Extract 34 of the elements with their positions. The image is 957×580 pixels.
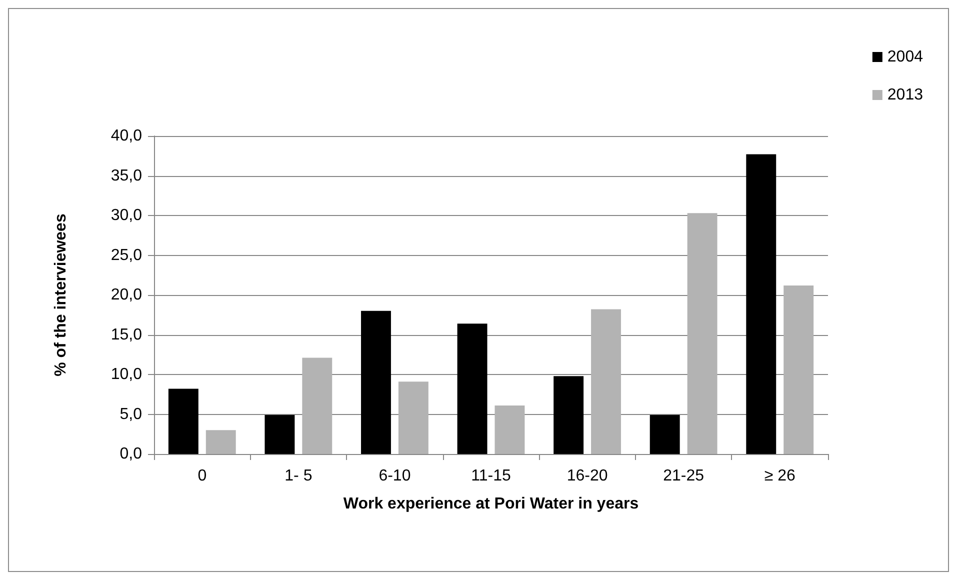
y-tick-label: 20,0	[110, 286, 142, 304]
x-tick-label: ≥ 26	[764, 468, 796, 484]
y-tick-label: 40,0	[110, 128, 142, 144]
y-tick-label: 25,0	[110, 246, 142, 264]
y-tick-label: 10,0	[110, 366, 142, 383]
x-axis-title: Work experience at Pori Water in years	[343, 496, 639, 512]
legend-label: 2004	[887, 48, 924, 66]
bar	[361, 310, 391, 454]
bar	[206, 430, 236, 454]
legend-label: 2013	[887, 86, 924, 104]
y-tick-label: 30,0	[110, 207, 142, 224]
bar	[650, 415, 680, 454]
x-tick-label: 11-15	[471, 468, 511, 484]
bar	[302, 358, 332, 454]
bar	[554, 376, 584, 454]
bar	[494, 406, 525, 454]
bar	[591, 309, 621, 454]
x-tick-label: 6-10	[378, 468, 411, 484]
bar	[168, 388, 198, 454]
y-tick-label: 0,0	[120, 446, 142, 462]
y-tick-label: 5,0	[120, 406, 142, 423]
bar	[687, 213, 718, 454]
bar	[746, 154, 776, 454]
bar	[264, 415, 295, 454]
y-axis-title: % of the interviewees	[52, 214, 70, 376]
x-tick-label: 16-20	[566, 468, 608, 484]
bar	[457, 324, 488, 454]
y-tick-label: 15,0	[110, 326, 142, 344]
bar	[398, 382, 428, 454]
bar	[784, 285, 814, 454]
y-tick-label: 35,0	[110, 167, 142, 184]
x-tick-label: 1- 5	[284, 468, 312, 484]
x-tick-label: 21-25	[663, 468, 704, 484]
x-tick-label: 0	[198, 468, 207, 484]
